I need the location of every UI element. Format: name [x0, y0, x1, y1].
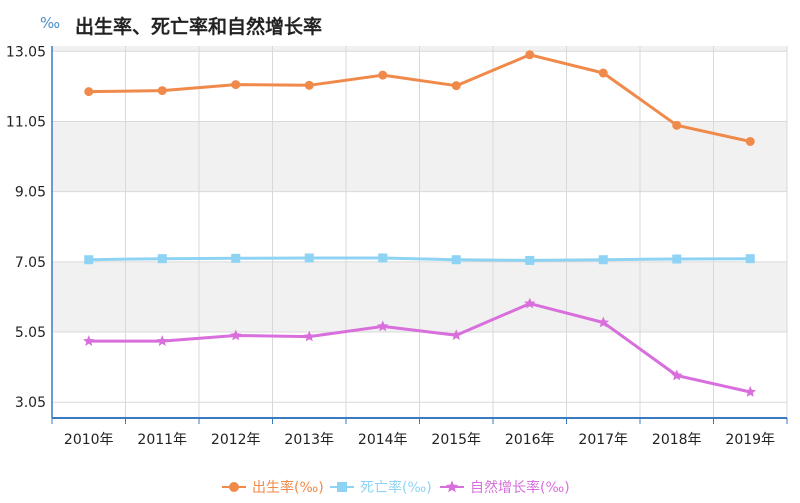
y-tick-label: 9.05	[15, 185, 46, 201]
legend-item-1[interactable]: 死亡率(‰)	[330, 479, 432, 496]
legend-label: 自然增长率(‰)	[470, 479, 570, 496]
legend-label: 死亡率(‰)	[360, 479, 432, 496]
legend-item-0[interactable]: 出生率(‰)	[222, 479, 324, 496]
x-tick-label: 2017年	[578, 432, 628, 448]
x-tick-label: 2013年	[284, 432, 334, 448]
axes	[51, 46, 788, 424]
data-point	[451, 81, 461, 91]
y-unit-label: ‰	[40, 14, 61, 32]
data-point	[597, 316, 609, 328]
grid-lines	[51, 46, 788, 418]
data-point	[525, 50, 535, 60]
x-axis-ticks: 2010年 2011年 2012年 2013年 2014年 2015年 2016年 2017年…	[64, 432, 775, 448]
data-point	[744, 386, 756, 397]
y-tick-label: 5.05	[15, 325, 46, 341]
data-point	[672, 254, 682, 264]
y-tick-label: 7.05	[15, 255, 46, 271]
series-0	[84, 50, 755, 146]
x-tick-label: 2011年	[137, 432, 187, 448]
data-point	[671, 369, 683, 381]
data-point	[450, 329, 462, 340]
data-point	[672, 120, 682, 130]
series-line	[88, 256, 751, 262]
legend-marker	[337, 482, 347, 492]
x-tick-label: 2010年	[64, 432, 114, 448]
data-point	[84, 87, 94, 97]
data-point	[230, 329, 242, 341]
data-point	[231, 80, 241, 90]
y-tick-label: 11.05	[6, 114, 46, 130]
legend-item-2[interactable]: 自然增长率(‰)	[440, 479, 570, 496]
x-tick-label: 2018年	[652, 432, 702, 448]
legend-marker	[445, 480, 459, 493]
x-tick-label: 2016年	[505, 432, 555, 448]
data-point	[598, 255, 608, 265]
data-point	[157, 254, 167, 264]
series-line	[88, 53, 751, 143]
series-layer	[83, 50, 756, 397]
y-tick-label: 13.05	[6, 44, 46, 60]
data-point	[378, 253, 388, 263]
data-point	[745, 136, 755, 146]
x-tick-label: 2014年	[358, 432, 408, 448]
data-point	[525, 255, 535, 265]
y-axis-ticks: 3.05 5.05 7.05 9.05 11.05 13.05	[6, 44, 46, 411]
data-point	[231, 253, 241, 263]
legend-marker	[229, 482, 239, 492]
data-point	[83, 335, 95, 346]
chart-title: 出生率、死亡率和自然增长率	[75, 16, 323, 38]
data-point	[84, 255, 94, 265]
data-point	[524, 297, 536, 309]
series-1	[84, 253, 755, 265]
series-line	[88, 302, 751, 394]
legend[interactable]: 出生率(‰) 死亡率(‰) 自然增长率(‰)	[222, 479, 570, 496]
x-tick-label: 2015年	[431, 432, 481, 448]
data-point	[303, 330, 315, 342]
data-point	[451, 255, 461, 265]
data-point	[157, 86, 167, 96]
data-point	[378, 70, 388, 80]
y-tick-label: 3.05	[15, 395, 46, 411]
data-point	[745, 254, 755, 264]
data-point	[377, 320, 389, 332]
data-point	[156, 335, 168, 346]
legend-label: 出生率(‰)	[252, 479, 324, 496]
data-point	[304, 253, 314, 263]
data-point	[304, 80, 314, 90]
data-point	[598, 68, 608, 78]
x-tick-label: 2019年	[725, 432, 775, 448]
x-tick-label: 2012年	[211, 432, 261, 448]
series-2	[83, 297, 756, 397]
